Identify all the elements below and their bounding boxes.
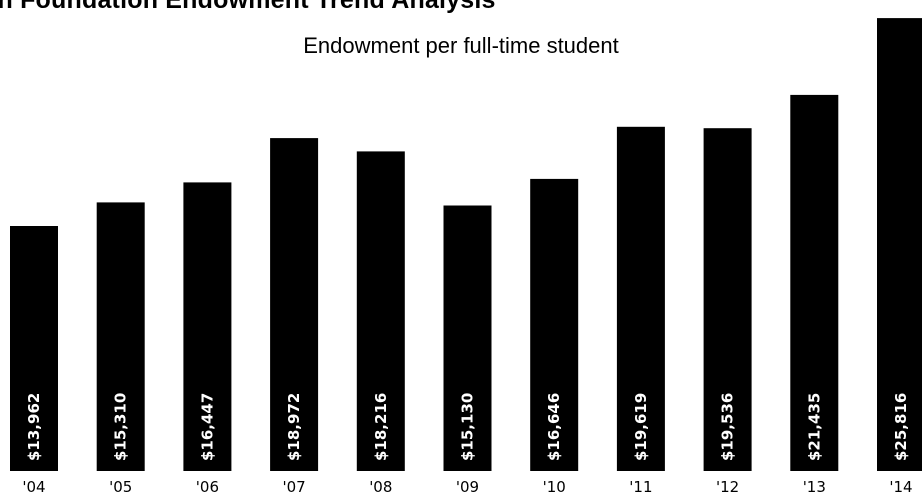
bar-2 [183,182,232,471]
bar-value-label: $25,816 [892,393,910,461]
x-tick-label: '13 [803,478,826,496]
x-tick-label: '11 [629,478,652,496]
bar-value-label: $15,130 [459,393,477,461]
x-tick-label: '09 [456,478,479,496]
bar-7 [616,126,665,472]
bar-6 [530,178,579,471]
page-title: on Foundation Endowment Trend Analysis [0,0,496,14]
bar-value-label: $19,619 [632,393,650,461]
bar-value-label: $18,216 [372,393,390,461]
bar-9 [790,94,839,472]
x-tick-label: '12 [716,478,739,496]
bar-value-label: $13,962 [25,393,43,461]
bar-value-label: $15,310 [112,393,130,461]
bar-4 [356,151,405,471]
x-tick-label: '10 [543,478,566,496]
bar-1 [96,202,145,471]
bar-10 [877,18,922,471]
bar-value-label: $18,972 [285,393,303,461]
bar-3 [270,138,319,471]
x-tick-label: '05 [109,478,132,496]
bar-value-label: $21,435 [805,393,823,461]
x-tick-label: '06 [196,478,219,496]
chart-subtitle: Endowment per full-time student [303,33,619,58]
bar-value-label: $19,536 [719,393,737,461]
bar-8 [703,128,752,471]
x-tick-label: '04 [22,478,45,496]
bar-5 [443,205,492,471]
bar-value-label: $16,646 [545,393,563,461]
x-tick-label: '07 [282,478,305,496]
bar-0 [10,226,58,471]
x-tick-label: '14 [889,478,912,496]
bar-value-label: $16,447 [198,393,216,461]
x-tick-label: '08 [369,478,392,496]
